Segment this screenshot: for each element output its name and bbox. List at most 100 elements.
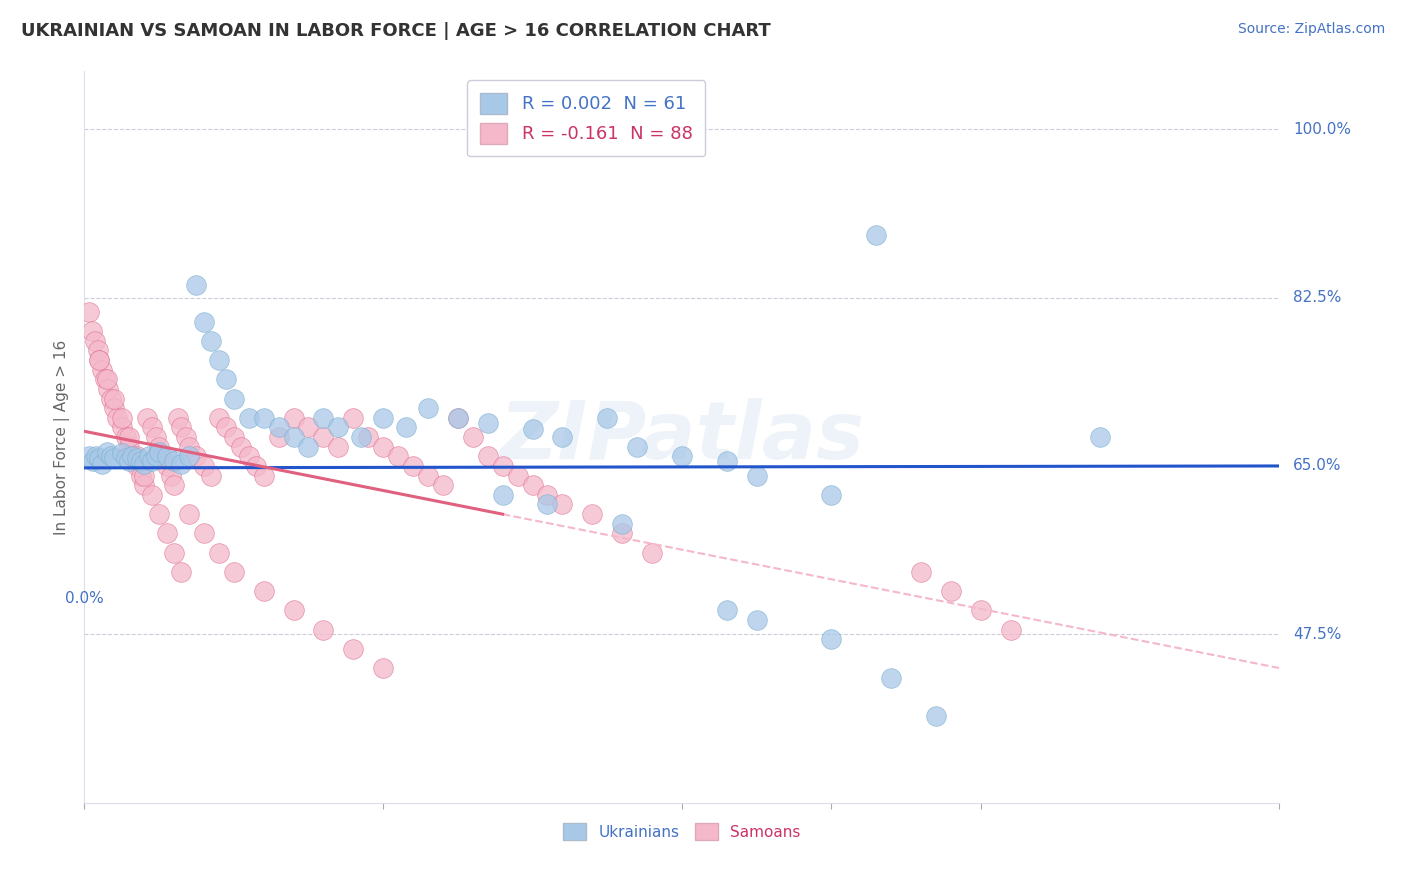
Point [745,468,768,483]
Point [148,440,170,454]
Point [222,430,245,444]
Point [80,324,103,338]
Point [186,278,208,293]
Point [312,430,335,444]
Point [129,454,152,468]
Text: 100.0%: 100.0% [1294,121,1351,136]
Point [208,545,231,559]
Point [238,410,260,425]
Point [177,440,200,454]
Point [94,372,117,386]
Point [357,430,380,444]
Point [1090,430,1112,444]
Point [394,420,416,434]
Point [118,430,141,444]
Point [96,372,118,386]
Point [506,468,529,483]
Point [132,468,156,483]
Point [373,440,395,454]
Point [77,305,100,319]
Point [115,451,138,466]
Point [551,430,574,444]
Point [148,444,170,458]
Point [312,623,335,637]
Y-axis label: In Labor Force | Age > 16: In Labor Force | Age > 16 [55,340,70,534]
Point [283,603,305,617]
Point [97,382,120,396]
Point [342,641,364,656]
Point [551,498,574,512]
Point [603,122,626,136]
Point [910,565,932,579]
Point [880,671,903,685]
Point [86,450,108,464]
Point [163,478,186,492]
Point [100,392,122,406]
Point [238,450,260,464]
Point [522,478,544,492]
Point [522,422,544,436]
Point [581,507,603,521]
Point [925,709,948,723]
Point [297,440,319,454]
Point [820,632,842,647]
Point [193,315,215,329]
Point [200,334,222,348]
Point [111,420,134,434]
Point [208,410,231,425]
Point [245,458,267,473]
Point [1000,623,1022,637]
Point [312,410,335,425]
Text: 47.5%: 47.5% [1294,627,1341,642]
Point [231,440,253,454]
Point [745,613,768,627]
Point [82,454,104,468]
Point [138,450,160,464]
Point [222,392,245,406]
Point [115,430,138,444]
Point [350,430,373,444]
Point [461,430,484,444]
Point [150,450,173,464]
Point [267,430,290,444]
Point [612,526,634,541]
Text: ZIPatlas: ZIPatlas [499,398,865,476]
Point [671,450,693,464]
Legend: Ukrainians, Samoans: Ukrainians, Samoans [557,816,807,847]
Point [103,401,125,416]
Point [103,392,125,406]
Point [121,450,143,464]
Point [283,430,305,444]
Point [160,468,183,483]
Point [89,451,111,466]
Point [155,450,177,464]
Point [208,353,231,368]
Point [163,454,186,468]
Point [492,488,515,502]
Point [432,478,454,492]
Point [373,410,395,425]
Point [820,488,842,502]
Point [416,401,439,416]
Point [253,468,276,483]
Point [118,454,141,468]
Point [536,488,558,502]
Point [492,458,515,473]
Point [253,410,276,425]
Point [416,468,439,483]
Point [141,454,163,468]
Point [111,446,134,460]
Point [125,451,148,466]
Point [612,516,634,531]
Point [193,458,215,473]
Point [328,420,350,434]
Point [536,498,558,512]
Point [177,507,200,521]
Point [215,420,238,434]
Point [89,353,111,368]
Point [477,416,499,430]
Point [865,227,887,242]
Point [141,488,163,502]
Point [447,410,470,425]
Point [87,343,110,358]
